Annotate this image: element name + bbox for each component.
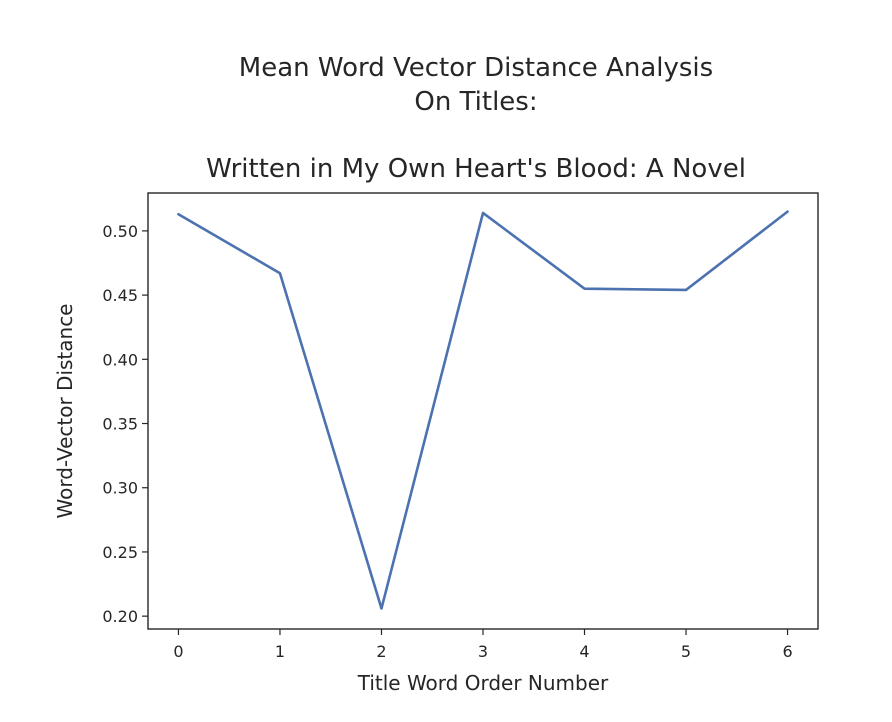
plot-area: 0 1 2 3 4 5 6 0.20 0.25 0.30 0.35 0.40 0.45 0.50 bbox=[102, 192, 819, 661]
x-tick-label-1: 1 bbox=[275, 642, 285, 661]
x-tick-label-2: 2 bbox=[376, 642, 386, 661]
y-tick-label-6: 0.50 bbox=[102, 222, 138, 241]
y-tick-label-2: 0.30 bbox=[102, 479, 138, 498]
y-tick-label-3: 0.35 bbox=[102, 415, 138, 434]
x-tick-label-3: 3 bbox=[478, 642, 488, 661]
chart-suptitle-line-2: On Titles: bbox=[414, 87, 537, 117]
series-line-0 bbox=[177, 210, 789, 610]
plot-frame bbox=[147, 192, 819, 630]
y-axis-label: Word-Vector Distance bbox=[53, 304, 77, 519]
x-axis-label: Title Word Order Number bbox=[357, 671, 609, 695]
y-tick-label-5: 0.45 bbox=[102, 286, 138, 305]
y-tick-label-0: 0.20 bbox=[102, 607, 138, 626]
x-tick-label-6: 6 bbox=[782, 642, 792, 661]
x-tick-label-5: 5 bbox=[681, 642, 691, 661]
x-tick-label-4: 4 bbox=[579, 642, 589, 661]
y-tick-label-1: 0.25 bbox=[102, 543, 138, 562]
chart-title: Written in My Own Heart's Blood: A Novel bbox=[206, 154, 746, 184]
chart-suptitle-line-1: Mean Word Vector Distance Analysis bbox=[239, 53, 713, 83]
y-tick-label-4: 0.40 bbox=[102, 350, 138, 369]
x-tick-label-0: 0 bbox=[173, 642, 183, 661]
